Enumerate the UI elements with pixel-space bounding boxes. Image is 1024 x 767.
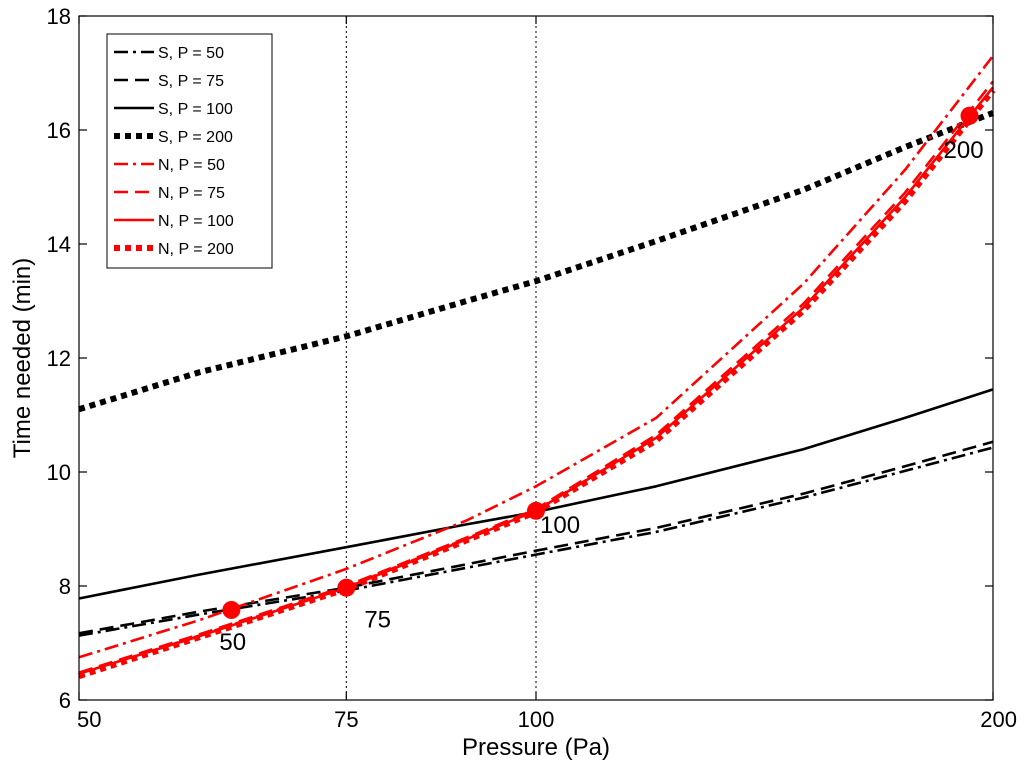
legend-label-1: S, P = 50 — [158, 45, 224, 62]
point-label-50: 50 — [219, 629, 246, 656]
x-tick-label: 100 — [518, 707, 555, 732]
y-tick-label: 6 — [59, 688, 71, 713]
x-tick-label: 50 — [77, 707, 101, 732]
legend-box — [106, 33, 273, 269]
point-marker-75 — [337, 578, 356, 597]
point-label-75: 75 — [364, 607, 391, 634]
series-line-2 — [78, 440, 994, 635]
legend-label-3: S, P = 100 — [158, 101, 233, 118]
x-tick-label: 75 — [334, 707, 358, 732]
point-marker-200 — [960, 106, 979, 125]
series-line-5 — [78, 55, 995, 659]
y-tick-label: 18 — [47, 4, 71, 29]
y-tick-label: 10 — [47, 460, 71, 485]
point-label-200: 200 — [944, 137, 984, 164]
point-marker-50 — [222, 600, 241, 619]
x-tick-label: 200 — [980, 707, 1017, 732]
axis-ticks: 6 8 10 12 14 16 18 50 75 100 200 — [47, 4, 1017, 732]
y-tick-label: 14 — [47, 232, 71, 257]
legend-label-5: N, P = 50 — [158, 157, 225, 174]
legend-label-6: N, P = 75 — [158, 185, 225, 202]
legend: S, P = 50 S, P = 75 S, P = 100 S, P = 200 N,… — [106, 33, 273, 269]
series-line-1 — [78, 446, 994, 637]
legend-label-7: N, P = 100 — [158, 213, 234, 230]
point-label-100: 100 — [540, 512, 580, 539]
reference-lines — [345, 16, 537, 700]
series-line-4 — [78, 110, 995, 413]
legend-label-2: S, P = 75 — [158, 73, 224, 90]
x-axis-label: Pressure (Pa) — [462, 734, 610, 761]
marked-points: 50 75 100 200 — [219, 106, 984, 656]
y-tick-label: 12 — [47, 346, 71, 371]
y-tick-label: 16 — [47, 118, 71, 143]
legend-label-8: N, P = 200 — [158, 241, 234, 258]
legend-label-4: S, P = 200 — [158, 129, 233, 146]
point-marker-100 — [527, 501, 545, 520]
y-axis-label: Time needed (min) — [9, 258, 36, 459]
y-tick-label: 8 — [59, 574, 71, 599]
